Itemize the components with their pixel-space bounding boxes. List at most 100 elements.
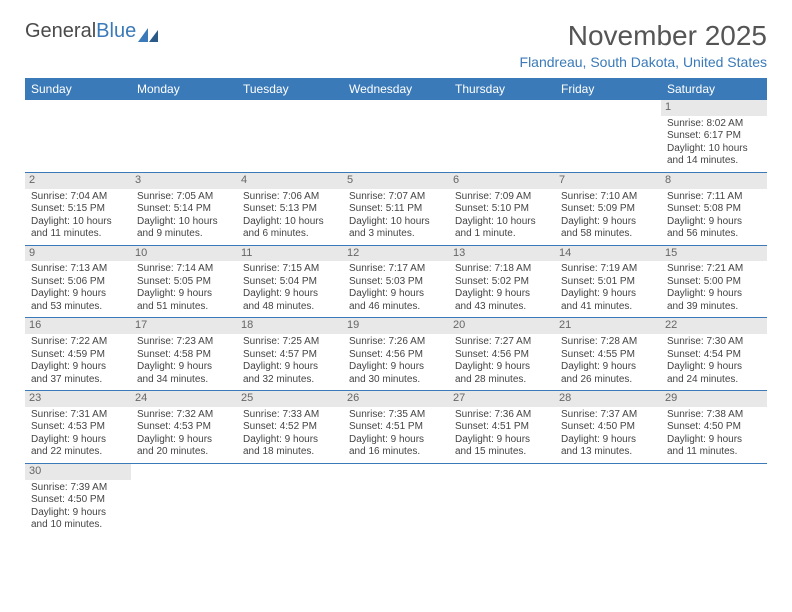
daylight-line1: Daylight: 9 hours [31,361,125,374]
day-cell: 14Sunrise: 7:19 AMSunset: 5:01 PMDayligh… [555,245,661,318]
sunrise-text: Sunrise: 7:13 AM [31,263,125,276]
daylight-line1: Daylight: 9 hours [667,216,761,229]
daylight-line2: and 56 minutes. [667,228,761,241]
day-number: 6 [449,173,555,189]
day-number: 22 [661,318,767,334]
daylight-line2: and 13 minutes. [561,446,655,459]
sunrise-text: Sunrise: 7:38 AM [667,409,761,422]
dow-header: Sunday [25,78,131,100]
sunset-text: Sunset: 4:50 PM [561,421,655,434]
daylight-line1: Daylight: 9 hours [455,434,549,447]
day-cell: 18Sunrise: 7:25 AMSunset: 4:57 PMDayligh… [237,318,343,391]
day-number: 17 [131,318,237,334]
day-cell: 20Sunrise: 7:27 AMSunset: 4:56 PMDayligh… [449,318,555,391]
sunset-text: Sunset: 4:56 PM [349,349,443,362]
day-number: 12 [343,246,449,262]
dow-header: Saturday [661,78,767,100]
sunset-text: Sunset: 4:51 PM [349,421,443,434]
sunrise-text: Sunrise: 7:32 AM [137,409,231,422]
logo-text-part2: Blue [96,20,136,43]
day-cell: 7Sunrise: 7:10 AMSunset: 5:09 PMDaylight… [555,172,661,245]
month-title: November 2025 [520,20,767,52]
sunset-text: Sunset: 4:56 PM [455,349,549,362]
empty-cell [555,463,661,535]
sunset-text: Sunset: 4:52 PM [243,421,337,434]
daylight-line1: Daylight: 9 hours [561,216,655,229]
sunrise-text: Sunrise: 8:02 AM [667,118,761,131]
sunrise-text: Sunrise: 7:22 AM [31,336,125,349]
daylight-line2: and 41 minutes. [561,301,655,314]
day-cell: 2Sunrise: 7:04 AMSunset: 5:15 PMDaylight… [25,172,131,245]
sunrise-text: Sunrise: 7:23 AM [137,336,231,349]
sunrise-text: Sunrise: 7:09 AM [455,191,549,204]
day-number: 26 [343,391,449,407]
sunrise-text: Sunrise: 7:30 AM [667,336,761,349]
day-cell: 12Sunrise: 7:17 AMSunset: 5:03 PMDayligh… [343,245,449,318]
day-number: 19 [343,318,449,334]
daylight-line2: and 43 minutes. [455,301,549,314]
daylight-line1: Daylight: 9 hours [31,507,125,520]
day-cell: 17 Sunrise: 7:23 AMSunset: 4:58 PMDayligh… [131,318,237,391]
calendar-row: 30Sunrise: 7:39 AMSunset: 4:50 PMDayligh… [25,463,767,535]
daylight-line1: Daylight: 9 hours [561,434,655,447]
sunset-text: Sunset: 5:04 PM [243,276,337,289]
day-number: 20 [449,318,555,334]
day-number: 28 [555,391,661,407]
sunset-text: Sunset: 4:54 PM [667,349,761,362]
day-number: 14 [555,246,661,262]
day-cell: 27Sunrise: 7:36 AMSunset: 4:51 PMDayligh… [449,391,555,464]
daylight-line1: Daylight: 9 hours [349,434,443,447]
logo-text-part1: General [25,20,96,43]
day-cell: 11Sunrise: 7:15 AMSunset: 5:04 PMDayligh… [237,245,343,318]
day-cell: 15Sunrise: 7:21 AMSunset: 5:00 PMDayligh… [661,245,767,318]
daylight-line1: Daylight: 9 hours [31,434,125,447]
daylight-line2: and 11 minutes. [31,228,125,241]
daylight-line1: Daylight: 9 hours [243,361,337,374]
day-number: 15 [661,246,767,262]
day-cell: 13Sunrise: 7:18 AMSunset: 5:02 PMDayligh… [449,245,555,318]
day-number: 4 [237,173,343,189]
sunset-text: Sunset: 5:00 PM [667,276,761,289]
sunset-text: Sunset: 5:02 PM [455,276,549,289]
daylight-line1: Daylight: 9 hours [137,361,231,374]
sunrise-text: Sunrise: 7:26 AM [349,336,443,349]
sunset-text: Sunset: 4:58 PM [137,349,231,362]
day-number: 21 [555,318,661,334]
day-cell: 22 Sunrise: 7:30 AMSunset: 4:54 PMDayligh… [661,318,767,391]
daylight-line1: Daylight: 9 hours [31,288,125,301]
daylight-line2: and 22 minutes. [31,446,125,459]
daylight-line1: Daylight: 10 hours [667,143,761,156]
empty-cell [449,100,555,172]
day-cell: 19Sunrise: 7:26 AMSunset: 4:56 PMDayligh… [343,318,449,391]
sail-icon [138,25,160,39]
empty-cell [237,463,343,535]
day-cell: 16Sunrise: 7:22 AMSunset: 4:59 PMDayligh… [25,318,131,391]
day-cell: 24Sunrise: 7:32 AMSunset: 4:53 PMDayligh… [131,391,237,464]
day-cell: 5Sunrise: 7:07 AMSunset: 5:11 PMDaylight… [343,172,449,245]
day-cell: 30Sunrise: 7:39 AMSunset: 4:50 PMDayligh… [25,463,131,535]
day-number: 3 [131,173,237,189]
daylight-line1: Daylight: 9 hours [455,288,549,301]
sunrise-text: Sunrise: 7:17 AM [349,263,443,276]
day-number: 30 [25,464,131,480]
daylight-line2: and 24 minutes. [667,374,761,387]
daylight-line2: and 32 minutes. [243,374,337,387]
day-cell: 3Sunrise: 7:05 AMSunset: 5:14 PMDaylight… [131,172,237,245]
sunrise-text: Sunrise: 7:27 AM [455,336,549,349]
calendar-body: 1Sunrise: 8:02 AMSunset: 6:17 PMDaylight… [25,100,767,536]
sunrise-text: Sunrise: 7:04 AM [31,191,125,204]
calendar-row: 2Sunrise: 7:04 AMSunset: 5:15 PMDaylight… [25,172,767,245]
daylight-line2: and 46 minutes. [349,301,443,314]
day-number: 9 [25,246,131,262]
sunset-text: Sunset: 4:50 PM [31,494,125,507]
daylight-line1: Daylight: 10 hours [31,216,125,229]
day-number: 18 [237,318,343,334]
sunset-text: Sunset: 5:09 PM [561,203,655,216]
daylight-line2: and 53 minutes. [31,301,125,314]
empty-cell [25,100,131,172]
daylight-line1: Daylight: 9 hours [667,361,761,374]
day-number: 29 [661,391,767,407]
daylight-line2: and 30 minutes. [349,374,443,387]
sunset-text: Sunset: 4:55 PM [561,349,655,362]
empty-cell [343,463,449,535]
